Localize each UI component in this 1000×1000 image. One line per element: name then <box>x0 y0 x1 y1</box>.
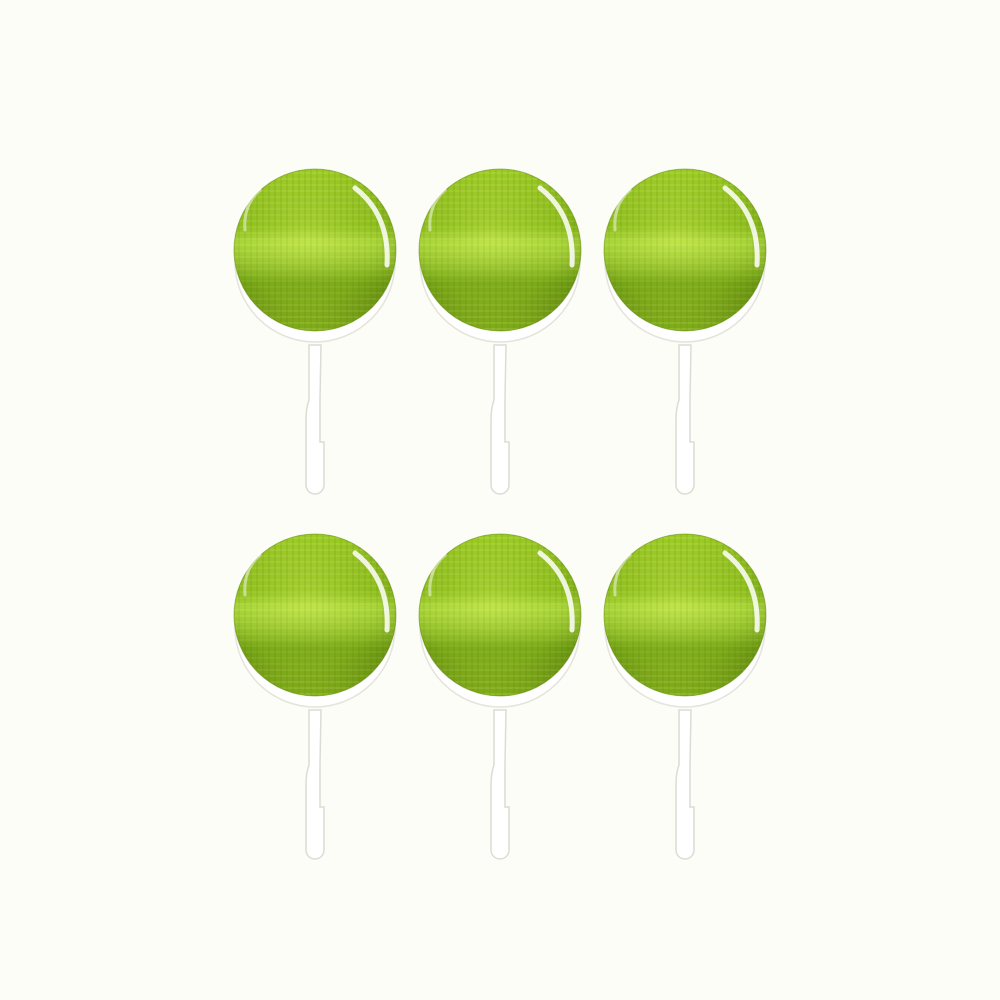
hook <box>234 169 396 494</box>
hook <box>604 534 766 859</box>
hook <box>234 534 396 859</box>
hook <box>419 169 581 494</box>
hook <box>604 169 766 494</box>
hook <box>419 534 581 859</box>
